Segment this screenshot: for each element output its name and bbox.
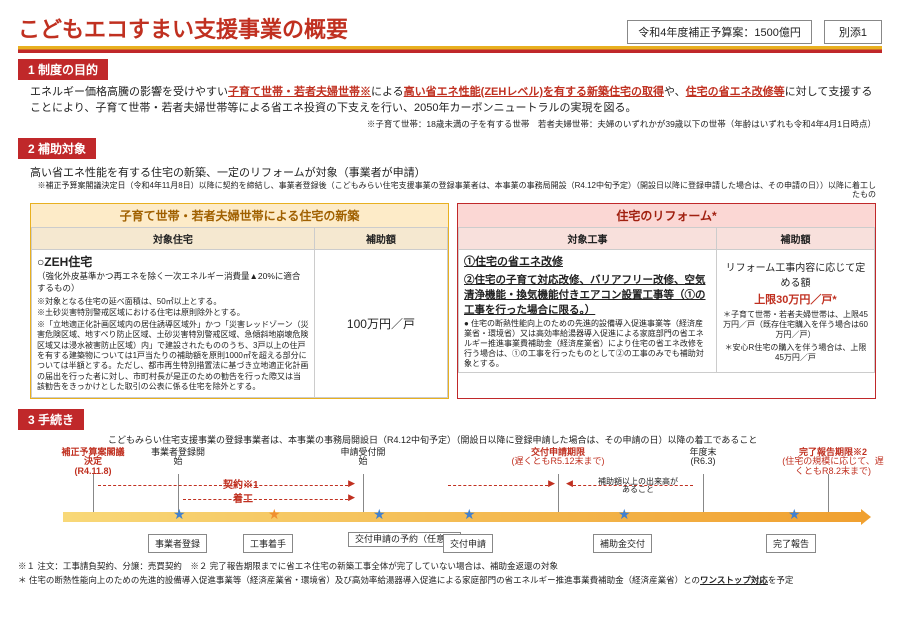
- arrow-label-start: 着工: [233, 490, 253, 505]
- step-complete: 完了報告: [766, 534, 816, 553]
- step-construction: 工事着手: [243, 534, 293, 553]
- section-1-heading: 1 制度の目的: [18, 59, 108, 80]
- section-1-note: ※子育て世帯：18歳未満の子を有する世帯 若者夫婦世帯：夫婦のいずれかが39歳以…: [30, 118, 876, 130]
- step-grant: 補助金交付: [593, 534, 652, 553]
- annotation-progress: 補助額以上の出来高があること: [598, 478, 678, 496]
- arrow-label-contract: 契約※1: [223, 476, 259, 491]
- step-register: 事業者登録: [148, 534, 207, 553]
- work-cell: ①住宅の省エネ改修 ②住宅の子育て対応改修、バリアフリー改修、空気清浄機能・換気…: [459, 250, 717, 373]
- step-apply: 交付申請: [443, 534, 493, 553]
- budget-box: 令和4年度補正予算案：1500億円: [627, 20, 812, 44]
- new-build-title: 子育て世帯・若者夫婦世帯による住宅の新築: [31, 204, 448, 227]
- reform-title: 住宅のリフォーム*: [458, 204, 875, 227]
- section-1-body: エネルギー価格高騰の影響を受けやすい子育て世帯・若者夫婦世帯※による高い省エネ性…: [30, 85, 876, 117]
- attachment-label: 別添1: [824, 20, 882, 44]
- section-1: 1 制度の目的 エネルギー価格高騰の影響を受けやすい子育て世帯・若者夫婦世帯※に…: [18, 59, 882, 134]
- new-build-panel: 子育て世帯・若者夫婦世帯による住宅の新築 対象住宅補助額 ○ZEH住宅 （強化外…: [30, 203, 449, 399]
- reform-amount: リフォーム工事内容に応じて定める額 上限30万円／戸* ＊子育て世帯・若者夫婦世…: [716, 250, 874, 373]
- milestone-3: 申請受付開始: [338, 448, 388, 468]
- zeh-cell: ○ZEH住宅 （強化外皮基準かつ再エネを除く一次エネルギー消費量▲20%に適合す…: [32, 250, 315, 398]
- page-title: こどもエコすまい支援事業の概要: [18, 12, 615, 44]
- reform-panel: 住宅のリフォーム* 対象工事補助額 ①住宅の省エネ改修 ②住宅の子育て対応改修、…: [457, 203, 876, 399]
- section-2-note: ※補正予算案閣議決定日（令和4年11月8日）以降に契約を締結し、事業者登録後（こ…: [30, 181, 876, 200]
- milestone-5: 年度末(R6.3): [678, 448, 728, 468]
- section-2: 2 補助対象 高い省エネ性能を有する住宅の新築、一定のリフォームが対象（事業者が…: [18, 138, 882, 403]
- footnote-2: ＊ 住宅の断熱性能向上のための先進的設備導入促進事業等（経済産業省・環境省）及び…: [18, 575, 882, 586]
- milestone-6: 完了報告期限※2(住宅の規模に応じて、遅くともR8.2末まで): [778, 448, 888, 478]
- footnote-1: ※１ 注文：工事請負契約、分譲：売買契約 ※２ 完了報告期限までに省エネ住宅の新…: [18, 561, 882, 572]
- new-build-amount: 100万円／戸: [314, 250, 447, 398]
- color-band: [18, 46, 882, 53]
- section-3-heading: 3 手続き: [18, 409, 84, 430]
- section-2-intro: 高い省エネ性能を有する住宅の新築、一定のリフォームが対象（事業者が申請）: [30, 164, 876, 180]
- section-3-intro: こどもみらい住宅支援事業の登録事業者は、本事業の事務局開設日（R4.12中旬予定…: [108, 433, 882, 446]
- milestone-2: 事業者登録開始: [148, 448, 208, 468]
- section-3: 3 手続き こどもみらい住宅支援事業の登録事業者は、本事業の事務局開設日（R4.…: [18, 409, 882, 587]
- section-2-heading: 2 補助対象: [18, 138, 96, 159]
- milestone-4: 交付申請期限(遅くともR5.12末まで): [503, 448, 613, 468]
